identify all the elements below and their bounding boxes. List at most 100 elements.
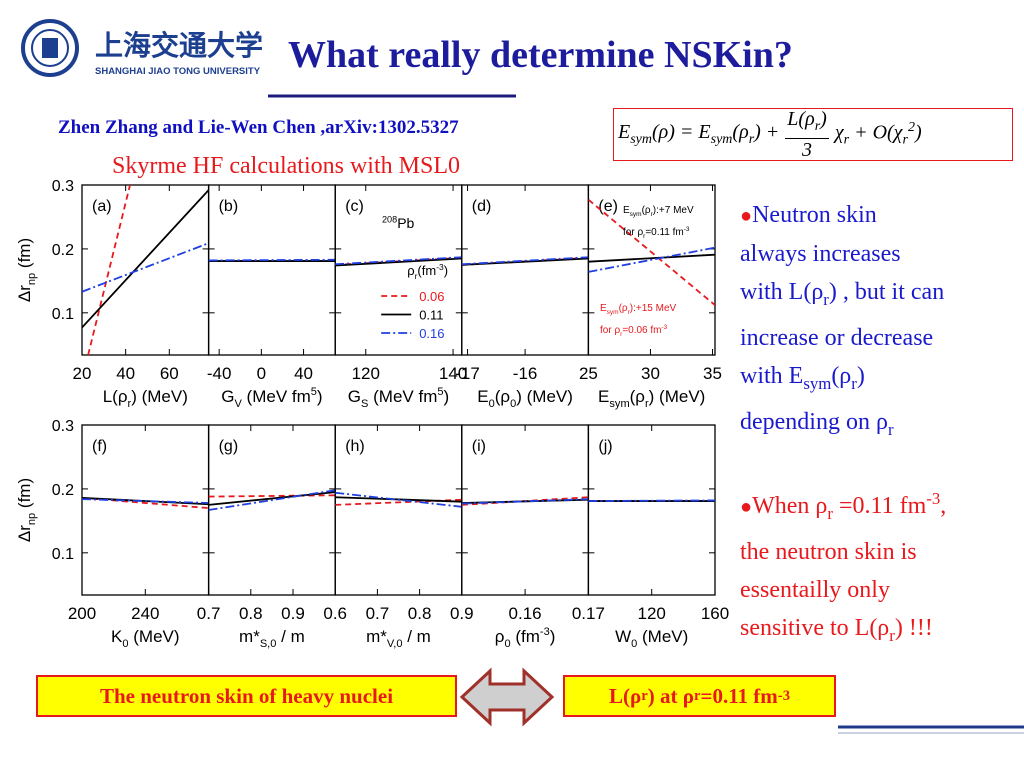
data-line [335, 257, 462, 267]
text-run: ) [444, 387, 450, 406]
text-run: r [651, 211, 654, 218]
text-run: r [620, 331, 623, 338]
panel-label: (h) [345, 438, 365, 455]
x-tick-label: 0.9 [450, 604, 474, 623]
x-axis-label: m*S,0 / m [239, 627, 305, 650]
x-tick-label: 0.8 [239, 604, 263, 623]
x-tick-label: 30 [641, 364, 660, 383]
text-run: (MeV) [129, 627, 180, 646]
text-run: (MeV fm [368, 387, 437, 406]
text-run: -3 [684, 226, 690, 233]
text-run: sym [607, 309, 619, 316]
text-run: E [623, 205, 630, 216]
text-run: ) + [754, 121, 780, 143]
text-run: =0.11 fm [832, 493, 927, 520]
text-run: (ρ [619, 303, 628, 314]
x-tick-label: 40 [294, 364, 313, 383]
bullet-list: ●Neutron skin always increases with L(ρ r ) … [740, 196, 1024, 655]
text-run: (fm [417, 263, 436, 278]
text-run: S,0 [260, 638, 277, 650]
equation-right: χr + O(χr2) [835, 120, 922, 149]
x-tick-label: 60 [160, 364, 179, 383]
text-run: r [628, 309, 631, 316]
bullet-line: ●Neutron skin [740, 196, 1024, 235]
text-run: -3 [926, 489, 941, 509]
text-run: 5 [437, 386, 443, 398]
text-run: m* [366, 627, 387, 646]
text-run: with E [740, 362, 804, 389]
x-tick-label: 0.8 [408, 604, 432, 623]
x-tick-label: 40 [116, 364, 135, 383]
x-tick-label: 140 [439, 364, 467, 383]
logo-ring-inner [31, 29, 69, 67]
highlight-box: The neutron skin of heavy nuclei [36, 675, 457, 717]
bullet-line: the neutron skin is [740, 533, 1024, 571]
text-run: m* [239, 627, 260, 646]
numerator: L(ρr) [785, 108, 829, 139]
panel-label: (b) [219, 198, 239, 215]
text-run: ) at ρ [647, 683, 694, 708]
text-run: -3 [436, 262, 444, 272]
citation: Zhen Zhang and Lie-Wen Chen ,arXiv:1302.… [58, 117, 459, 138]
annotation: Esym(ρr):+15 MeV [600, 303, 677, 316]
double-arrow [459, 667, 555, 727]
text-run: sym [630, 132, 652, 147]
x-tick-label: 0.16 [509, 604, 542, 623]
text-run: 0 [489, 398, 495, 410]
text-run: When ρ [752, 493, 828, 520]
bullet-line: always increases [740, 235, 1024, 273]
text-run: Δr [15, 525, 34, 542]
text-run: ) , but it can [828, 279, 945, 305]
annotation: Esym(ρr):+7 MeV [623, 205, 694, 218]
text-run: ) !!! [894, 615, 933, 642]
bullet: ●Neutron skin always increases with L(ρ r ) … [740, 196, 1024, 448]
text-run: (fm) [15, 478, 34, 513]
text-run: + O(χ [849, 121, 903, 144]
text-run: ) (MeV) [131, 387, 188, 406]
subtitle: Skyrme HF calculations with MSL0 [112, 153, 460, 179]
text-run: always increases [740, 241, 901, 267]
panel-label: (e) [598, 198, 618, 215]
data-line [588, 246, 716, 273]
text-run: r [748, 132, 755, 147]
text-run: the neutron skin is [740, 539, 917, 566]
bullet-line: ●When ρr =0.11 fm-3, [740, 480, 1024, 533]
text-run: sym [803, 373, 832, 393]
text-run: r [643, 233, 646, 240]
data-line [461, 256, 589, 266]
panel-label: (f) [92, 438, 107, 455]
panel-label: (i) [472, 438, 486, 455]
text-run: G [221, 387, 234, 406]
legend-label: 0.06 [419, 289, 444, 304]
x-tick-label: 160 [701, 604, 729, 623]
legend-label: 0.11 [419, 308, 443, 323]
text-run: E [618, 121, 631, 143]
text-run: (ρ) = E [652, 121, 711, 143]
panel: 120 160 (j) W0 (MeV) [587, 424, 729, 650]
x-tick-label: -16 [513, 364, 538, 383]
legend-title: ρr(fm-3) [407, 262, 448, 281]
text-run: with L(ρ [740, 279, 824, 305]
text-run: V [234, 398, 242, 410]
text-run: V,0 [387, 638, 403, 650]
text-run: ) [820, 108, 827, 130]
text-run: ) [444, 263, 448, 278]
text-run: r [415, 271, 418, 281]
y-axis-label: Δrnp (fm) [15, 478, 38, 542]
text-run: =0.11 fm [645, 227, 683, 238]
text-run: (ρ [495, 387, 510, 406]
text-run: / m [403, 627, 431, 646]
text-run: =0.11 fm [700, 683, 778, 708]
x-tick-label: 25 [579, 364, 598, 383]
x-axis-label: K0 (MeV) [111, 627, 180, 650]
panel: 25 30 35(e)Esym(ρr) (MeV)Esym(ρr):+7 MeVfo… [579, 184, 722, 410]
data-line [82, 189, 209, 329]
text-run: (ρ [642, 205, 651, 216]
text-run: essentailly only [740, 577, 890, 604]
text-run: r [887, 419, 894, 439]
university-cn: 上海交通大学 [95, 29, 263, 62]
text-run: r [851, 373, 857, 393]
text-run: (ρ [630, 387, 645, 406]
annotation: 208Pb [382, 214, 415, 231]
text-run: sym [710, 132, 733, 147]
